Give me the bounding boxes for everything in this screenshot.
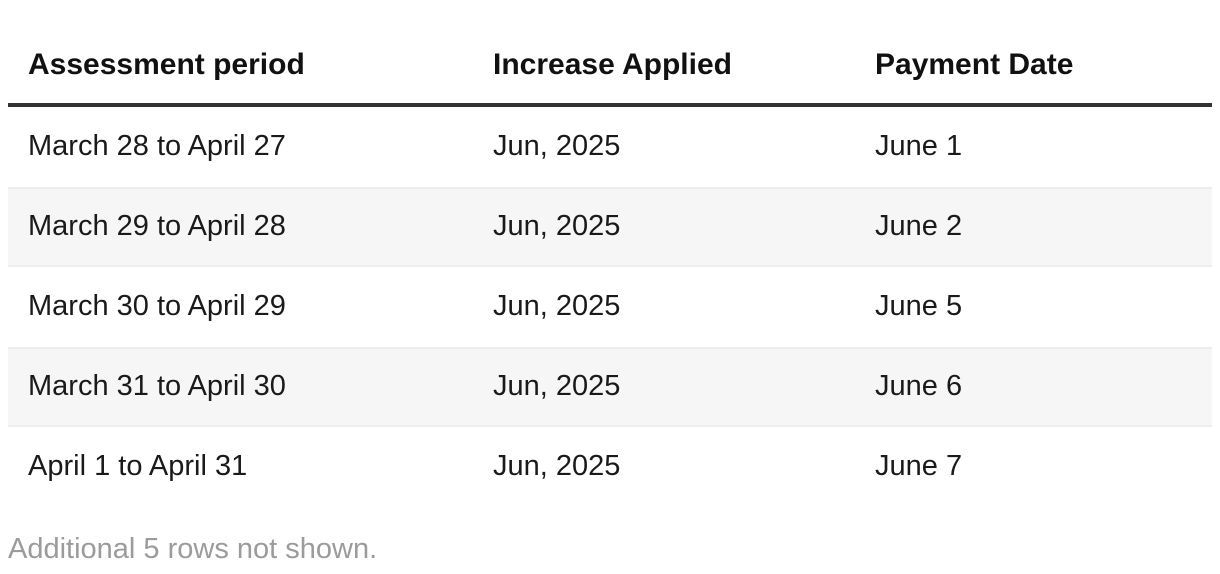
table-row: March 30 to April 29 Jun, 2025 June 5 [8, 267, 1212, 347]
cell-assessment-period: March 28 to April 27 [28, 130, 286, 163]
table-row: April 1 to April 31 Jun, 2025 June 7 [8, 427, 1212, 507]
payment-schedule-table: Assessment period Increase Applied Payme… [8, 0, 1212, 507]
cell-assessment-period: March 29 to April 28 [28, 210, 286, 243]
column-header-payment-date: Payment Date [875, 47, 1074, 81]
cell-increase-applied: Jun, 2025 [493, 130, 621, 163]
cell-assessment-period: March 31 to April 30 [28, 370, 286, 403]
cell-payment-date: June 7 [875, 450, 963, 483]
cell-increase-applied: Jun, 2025 [493, 370, 621, 403]
table-row: March 28 to April 27 Jun, 2025 June 1 [8, 107, 1212, 187]
cell-increase-applied: Jun, 2025 [493, 290, 621, 323]
column-header-assessment-period: Assessment period [28, 47, 305, 81]
cell-payment-date: June 1 [875, 130, 963, 163]
cell-assessment-period: April 1 to April 31 [28, 450, 248, 483]
cell-payment-date: June 5 [875, 290, 963, 323]
cell-increase-applied: Jun, 2025 [493, 450, 621, 483]
table-header-row: Assessment period Increase Applied Payme… [8, 0, 1212, 107]
column-header-increase-applied: Increase Applied [493, 47, 732, 81]
table-row: March 31 to April 30 Jun, 2025 June 6 [8, 347, 1212, 427]
rows-not-shown-note: Additional 5 rows not shown. [8, 533, 378, 565]
table-row: March 29 to April 28 Jun, 2025 June 2 [8, 187, 1212, 267]
cell-assessment-period: March 30 to April 29 [28, 290, 286, 323]
cell-payment-date: June 6 [875, 370, 963, 403]
cell-payment-date: June 2 [875, 210, 963, 243]
cell-increase-applied: Jun, 2025 [493, 210, 621, 243]
